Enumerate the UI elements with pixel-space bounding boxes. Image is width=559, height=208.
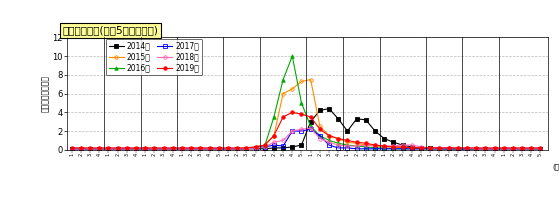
2016年 (298, 102, 305, 104)
Line: 2019年: 2019年 (70, 111, 542, 150)
2017年 (289, 130, 296, 132)
2014年 (68, 147, 75, 150)
2018年 (289, 130, 296, 132)
2015年 (510, 147, 517, 150)
2015年 (68, 147, 75, 150)
2019年 (362, 142, 369, 144)
2014年 (362, 119, 369, 121)
2016年 (105, 147, 112, 150)
2015年 (234, 147, 240, 150)
2014年 (326, 107, 333, 110)
2016年 (362, 146, 369, 148)
Line: 2018年: 2018年 (70, 126, 542, 151)
2016年 (537, 147, 544, 150)
Text: 週別発生動向(過去5年との比較): 週別発生動向(過去5年との比較) (62, 25, 158, 35)
2019年 (381, 145, 387, 147)
2014年 (289, 146, 296, 148)
2016年 (234, 147, 240, 150)
2015年 (381, 146, 387, 148)
2014年 (510, 147, 517, 150)
2015年 (289, 88, 296, 90)
2019年 (68, 147, 75, 149)
2019年 (298, 113, 305, 115)
2017年 (234, 147, 240, 150)
2015年 (105, 147, 112, 150)
2017年 (381, 147, 387, 150)
2019年 (537, 147, 544, 149)
2017年 (307, 128, 314, 130)
2015年 (537, 147, 544, 150)
2014年 (537, 147, 544, 150)
2017年 (68, 147, 75, 150)
2016年 (510, 147, 517, 150)
2018年 (381, 145, 387, 147)
2019年 (105, 147, 112, 149)
2018年 (68, 147, 75, 150)
Y-axis label: 定点当たり報告数: 定点当たり報告数 (41, 75, 50, 112)
Legend: 2014年, 2015年, 2016年, 2017年, 2018年, 2019年: 2014年, 2015年, 2016年, 2017年, 2018年, 2019年 (106, 38, 202, 76)
2019年 (510, 147, 517, 149)
2016年 (68, 147, 75, 150)
2019年 (289, 111, 296, 114)
2017年 (362, 147, 369, 150)
Text: (週): (週) (553, 163, 559, 170)
2018年 (105, 147, 112, 150)
2018年 (307, 127, 314, 129)
Line: 2016年: 2016年 (70, 54, 542, 151)
Line: 2014年: 2014年 (70, 107, 542, 151)
Line: 2015年: 2015年 (70, 78, 542, 151)
2018年 (234, 147, 240, 150)
2018年 (362, 144, 369, 146)
2018年 (510, 147, 517, 150)
2014年 (105, 147, 112, 150)
2017年 (537, 147, 544, 150)
2019年 (234, 147, 240, 149)
Line: 2017年: 2017年 (70, 128, 542, 151)
2016年 (381, 147, 387, 149)
2017年 (510, 147, 517, 150)
2015年 (362, 144, 369, 146)
2018年 (537, 147, 544, 150)
2014年 (381, 137, 387, 140)
2015年 (307, 78, 314, 81)
2016年 (289, 55, 296, 57)
2017年 (105, 147, 112, 150)
2014年 (234, 147, 240, 150)
